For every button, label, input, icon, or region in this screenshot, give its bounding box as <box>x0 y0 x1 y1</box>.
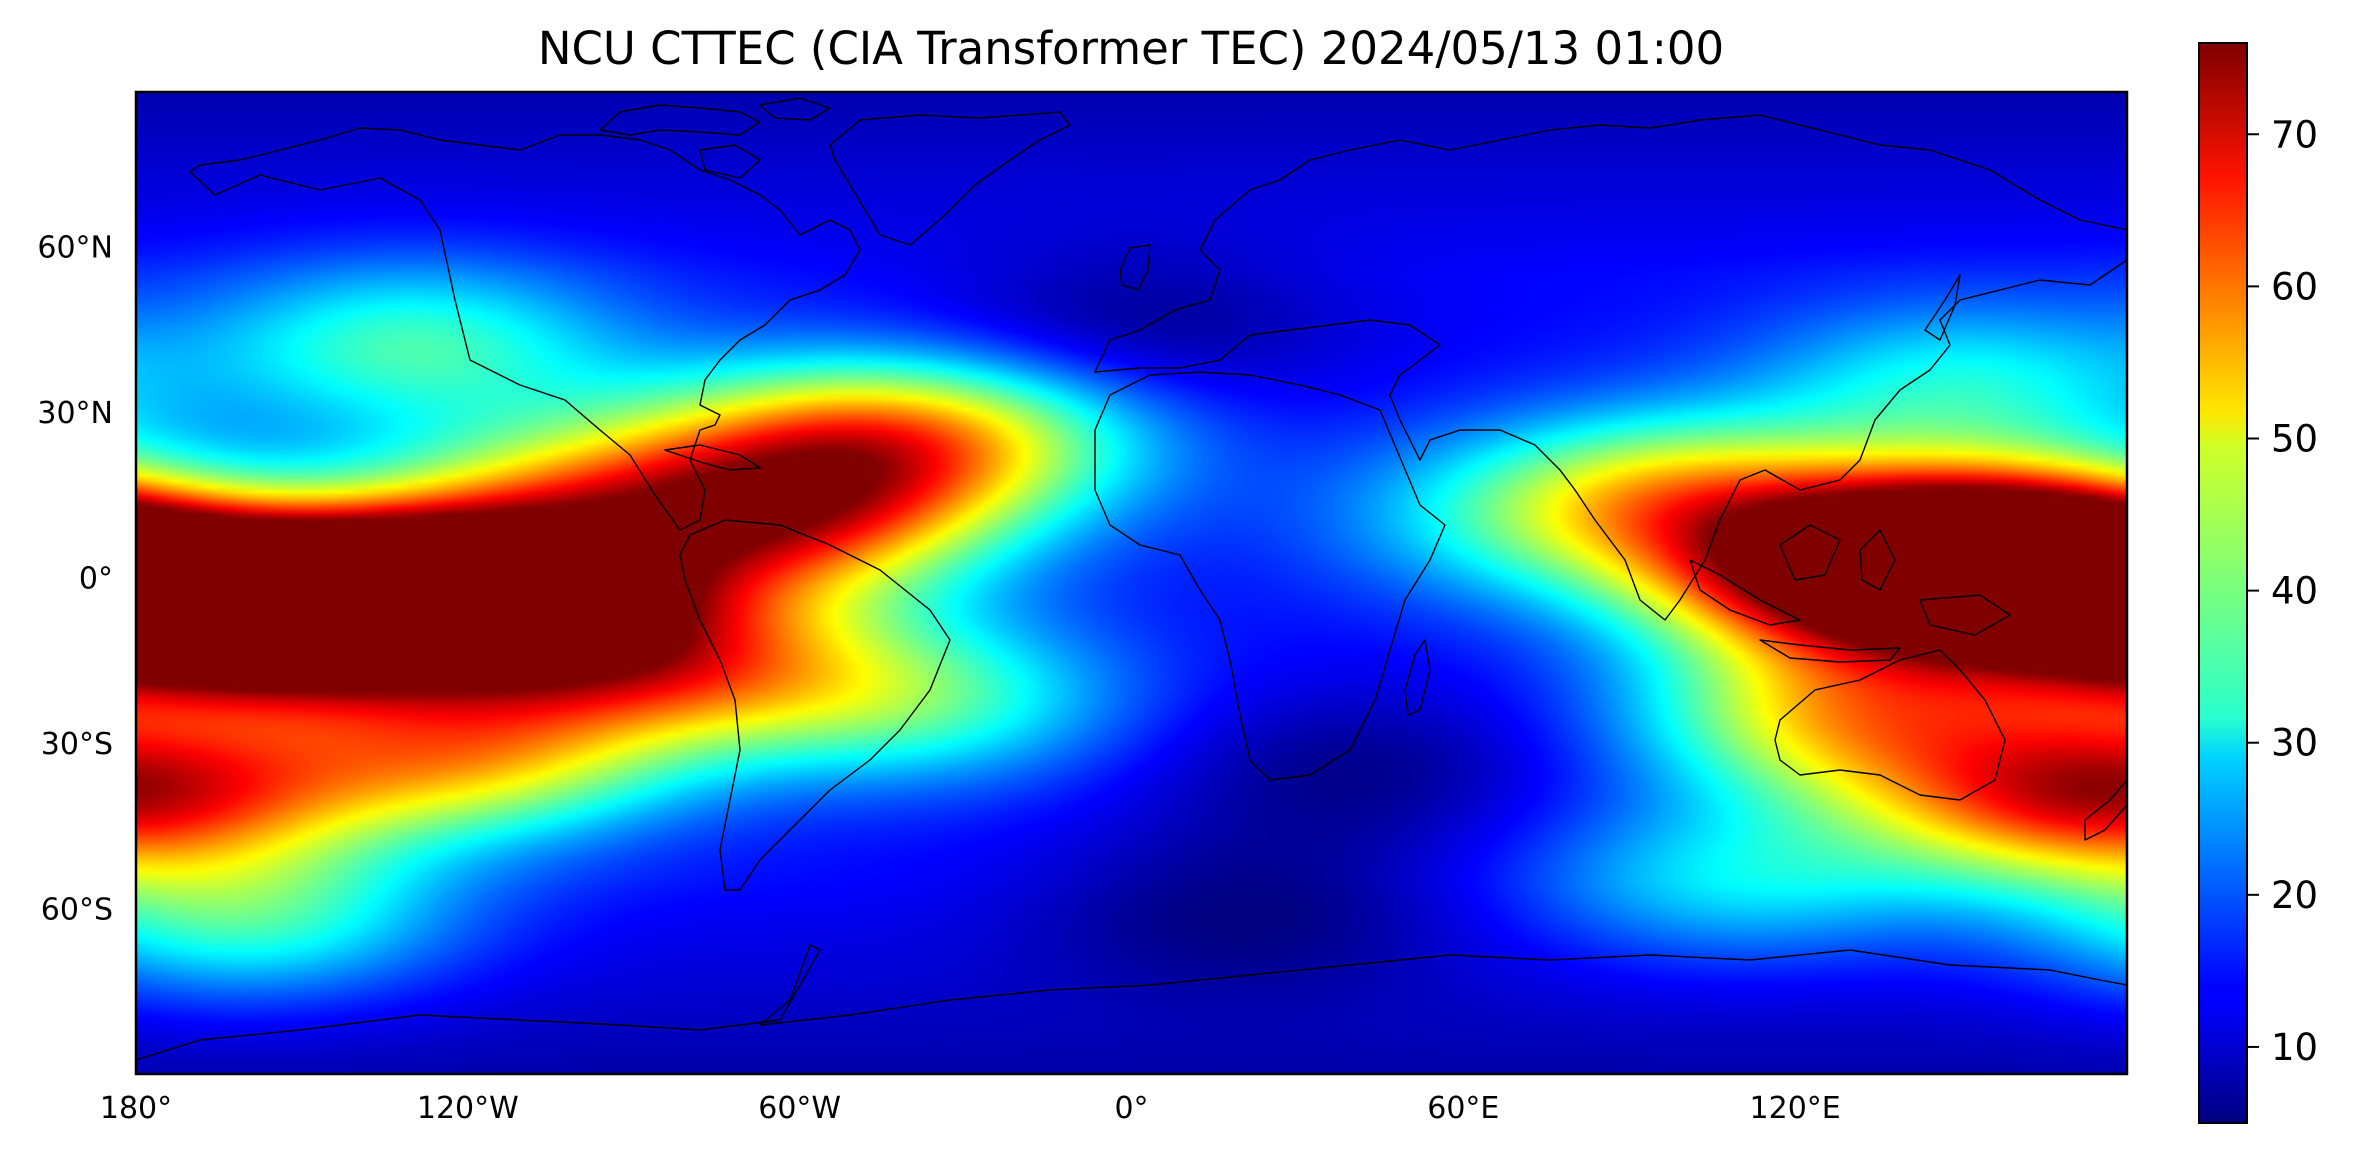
longitude-ticks: 180° 120°W 60°W 0° 60°E 120°E <box>100 1091 1841 1126</box>
lat-tick-label: 0° <box>79 561 113 596</box>
uk-coastline <box>1119 244 1151 291</box>
chart-title: NCU CTTEC (CIA Transformer TEC) 2024/05/… <box>538 22 1724 75</box>
lat-tick-label: 30°S <box>41 727 113 762</box>
coastlines <box>136 97 2127 1061</box>
lon-tick-label: 60°W <box>758 1091 841 1126</box>
tec-heatmap <box>136 92 2127 1074</box>
colorbar-tick-label: 70 <box>2271 113 2318 156</box>
cuba-coastline <box>664 444 761 471</box>
lon-tick-label: 180° <box>100 1091 172 1126</box>
lon-tick-label: 60°E <box>1427 1091 1499 1126</box>
colorbar-tick-label: 30 <box>2271 722 2318 765</box>
antarctica-coastline <box>136 944 2127 1061</box>
colorbar-tick-label: 40 <box>2271 570 2318 613</box>
japan-coastline <box>1924 274 1961 341</box>
lon-tick-label: 120°W <box>417 1091 519 1126</box>
maritime-continent-coastline <box>1689 524 2011 663</box>
australia-coastline <box>1774 649 2006 801</box>
lon-tick-label: 120°E <box>1750 1091 1841 1126</box>
colorbar-tick-label: 60 <box>2271 265 2318 308</box>
south-america-coastline <box>679 519 951 891</box>
colorbar-tick-label: 50 <box>2271 417 2318 460</box>
eurasia-coastline <box>1094 114 2127 621</box>
africa-coastline <box>1094 371 1446 781</box>
arctic-islands-coastline <box>599 97 831 179</box>
lon-tick-label: 0° <box>1114 1091 1148 1126</box>
north-america-coastline <box>189 127 861 531</box>
colorbar-tick-label: 10 <box>2271 1026 2318 1069</box>
colorbar-tick-label: 20 <box>2271 874 2318 917</box>
greenland-coastline <box>829 111 1071 246</box>
latitude-ticks: 60°N 30°N 0° 30°S 60°S <box>37 230 113 927</box>
madagascar-coastline <box>1404 639 1431 716</box>
lat-tick-label: 30°N <box>37 396 113 431</box>
colorbar-ticks: 10 20 30 40 50 60 70 <box>2247 113 2318 1069</box>
colorbar <box>2198 42 2248 1124</box>
map-frame <box>134 90 2129 1076</box>
lat-tick-label: 60°S <box>41 892 113 927</box>
new-zealand-coastline <box>2084 779 2127 841</box>
lat-tick-label: 60°N <box>37 230 113 265</box>
